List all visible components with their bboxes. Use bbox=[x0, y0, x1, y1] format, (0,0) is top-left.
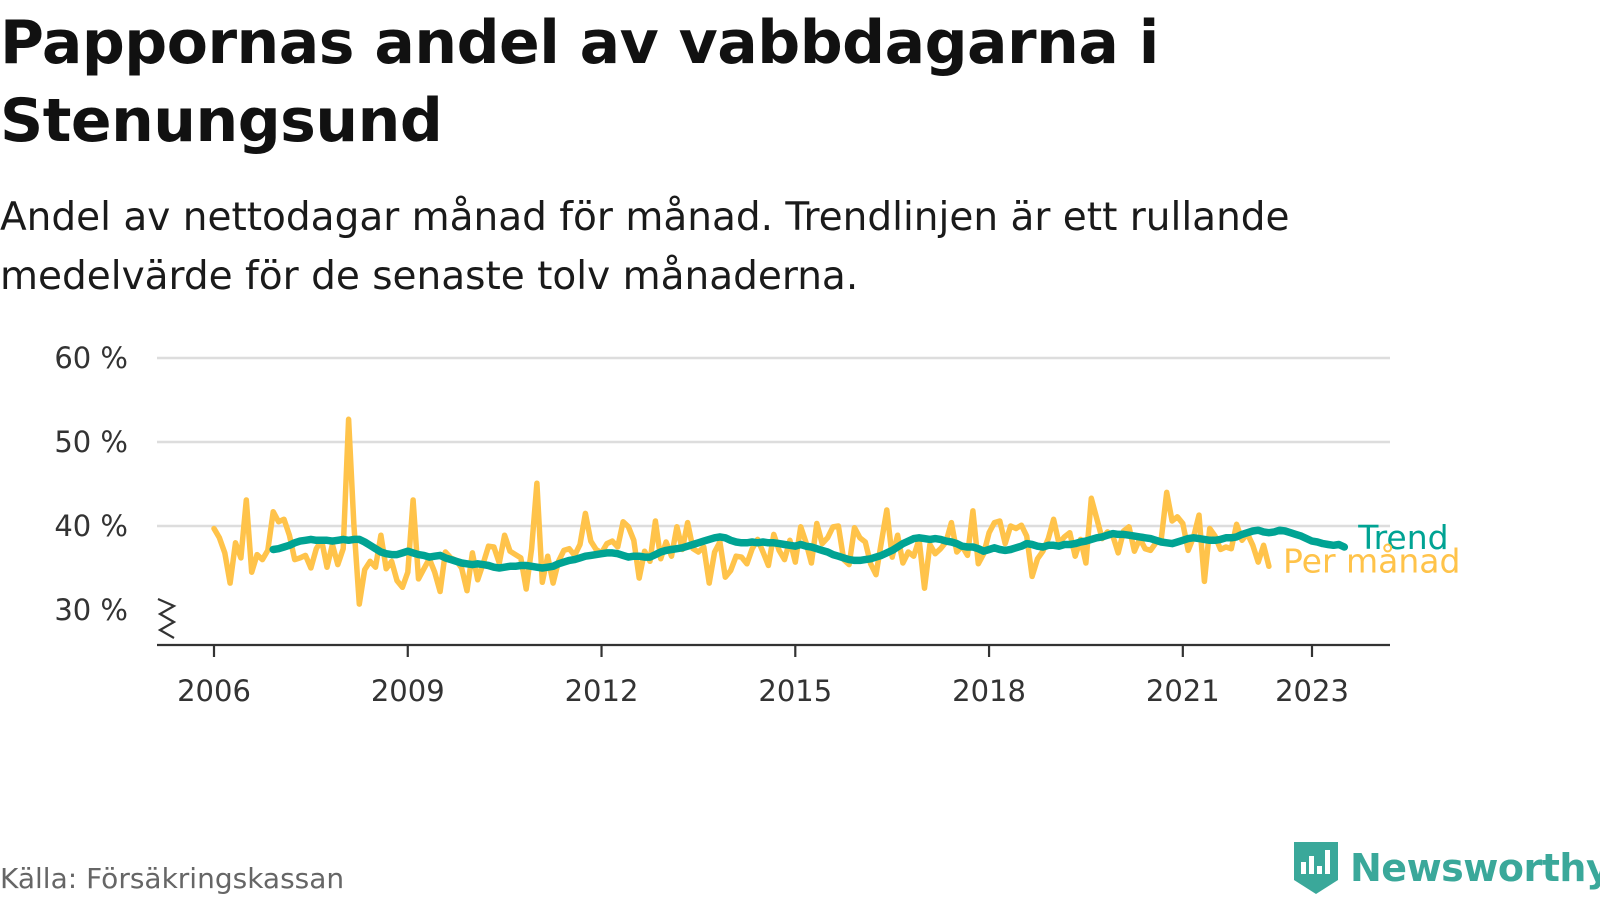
chart-subtitle: Andel av nettodagar månad för månad. Tre… bbox=[0, 195, 1290, 299]
x-tick-label-2006: 2006 bbox=[177, 674, 251, 708]
x-tick-label-2018: 2018 bbox=[952, 674, 1026, 708]
chart-title: Pappornas andel av vabbdagarna i Stenung… bbox=[0, 8, 1159, 156]
source-note: Källa: Försäkringskassan bbox=[0, 862, 345, 895]
series-line-trend bbox=[269, 526, 1349, 572]
x-tick-label-2015: 2015 bbox=[758, 674, 832, 708]
brand-logo: Newsworthy bbox=[1292, 840, 1600, 896]
y-tick-label-50: 50 % bbox=[54, 425, 128, 459]
x-tick-label-2009: 2009 bbox=[371, 674, 445, 708]
x-tick-label-2023: 2023 bbox=[1275, 674, 1349, 708]
series-label-trend: Trend bbox=[1357, 518, 1448, 557]
x-axis-ticks: 2006 2009 2012 2015 2018 2021 2023 bbox=[177, 645, 1349, 708]
y-axis-ticks: 30 % 40 % 50 % 60 % bbox=[54, 341, 128, 627]
x-tick-label-2021: 2021 bbox=[1146, 674, 1220, 708]
line-chart: 30 % 40 % 50 % 60 % 2006 2009 2012 2015 2018 202… bbox=[54, 341, 1461, 708]
series-label-per-manad: Per månad bbox=[1283, 541, 1461, 580]
x-tick-label-2012: 2012 bbox=[565, 674, 639, 708]
y-tick-label-40: 40 % bbox=[54, 509, 128, 543]
zigzag-axis-break-icon bbox=[157, 597, 177, 639]
y-tick-label-30: 30 % bbox=[54, 593, 128, 627]
x-axis bbox=[157, 597, 1390, 647]
grid-lines bbox=[157, 356, 1390, 528]
brand-name: Newsworthy bbox=[1350, 846, 1600, 890]
series-line-per-manad bbox=[211, 416, 1272, 607]
y-tick-label-60: 60 % bbox=[54, 341, 128, 375]
newsworthy-bar-chart-icon bbox=[1294, 842, 1338, 894]
